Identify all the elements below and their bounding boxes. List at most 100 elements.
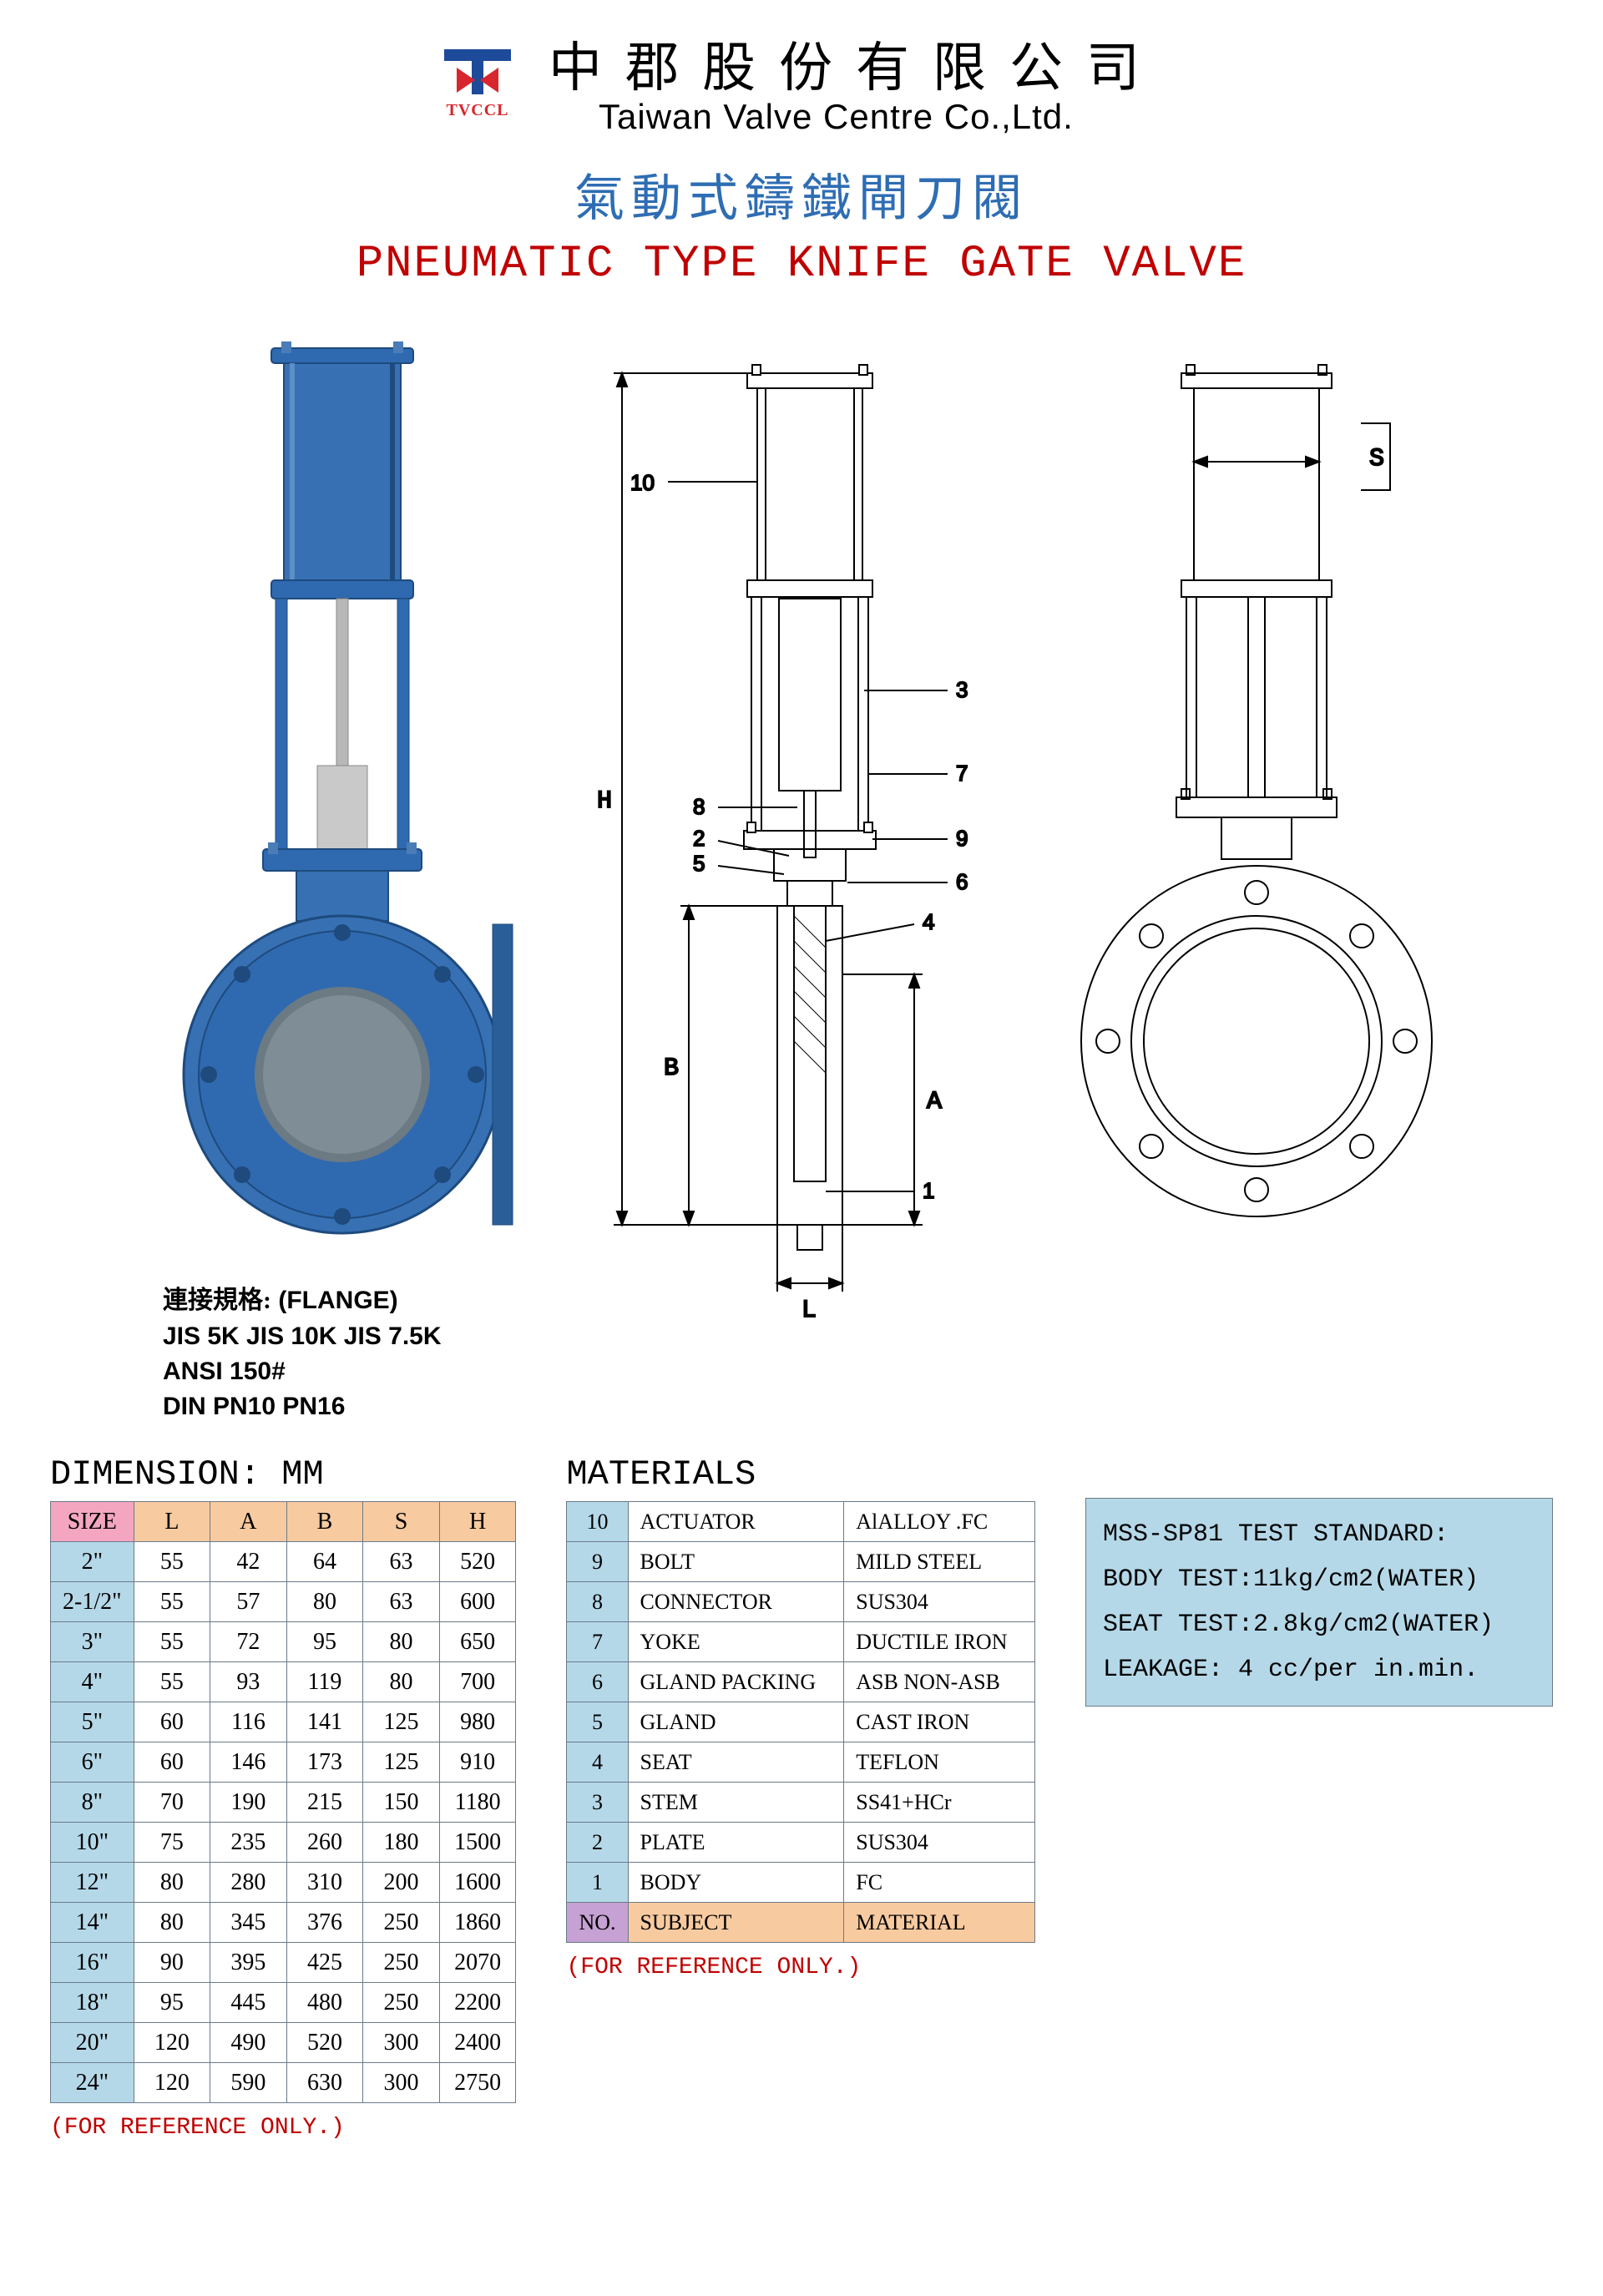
value-cell: 70 [134,1783,210,1823]
value-cell: 280 [210,1863,287,1903]
value-cell: 75 [134,1823,210,1863]
table-row: 12"802803102001600 [51,1863,516,1903]
callout-5: 5 [693,851,705,876]
table-row: 10ACTUATORAlALLOY .FC [567,1502,1035,1542]
value-cell: 150 [363,1783,440,1823]
value-cell: 42 [210,1542,287,1582]
value-cell: 250 [363,1983,440,2023]
value-cell: 95 [134,1983,210,2023]
value-cell: 1860 [439,1903,516,1943]
value-cell: 235 [210,1823,287,1863]
size-cell: 6" [51,1742,134,1783]
value-cell: 80 [363,1662,440,1702]
mat-subject: STEM [628,1783,844,1823]
value-cell: 1180 [439,1783,516,1823]
value-cell: 980 [439,1702,516,1742]
table-row: 8CONNECTORSUS304 [567,1582,1035,1622]
table-row: 20"1204905203002400 [51,2023,516,2063]
col-A: A [210,1502,287,1542]
value-cell: 80 [363,1622,440,1662]
value-cell: 141 [286,1702,363,1742]
table-row: 3STEMSS41+HCr [567,1783,1035,1823]
table-row: 4"559311980700 [51,1662,516,1702]
value-cell: 650 [439,1622,516,1662]
col-S: S [363,1502,440,1542]
value-cell: 63 [363,1542,440,1582]
dimension-title: DIMENSION: MM [50,1454,516,1494]
col-size: SIZE [51,1502,134,1542]
logo-text: TVCCL [446,101,508,120]
mat-material: MILD STEEL [844,1542,1035,1582]
value-cell: 910 [439,1742,516,1783]
standard-line2: BODY TEST:11kg/cm2(WATER) [1103,1557,1535,1602]
value-cell: 600 [439,1582,516,1622]
dimension-table-header-row: SIZE L A B S H [51,1502,516,1542]
callout-10: 10 [630,470,655,495]
value-cell: 215 [286,1783,363,1823]
value-cell: 2750 [439,2063,516,2103]
mat-subject: ACTUATOR [628,1502,844,1542]
value-cell: 146 [210,1742,287,1783]
value-cell: 180 [363,1823,440,1863]
size-cell: 3" [51,1622,134,1662]
page-header: TVCCL 中郡股份有限公司 Taiwan Valve Centre Co.,L… [0,0,1603,137]
value-cell: 190 [210,1783,287,1823]
value-cell: 125 [363,1702,440,1742]
size-cell: 4" [51,1662,134,1702]
value-cell: 80 [134,1863,210,1903]
size-cell: 10" [51,1823,134,1863]
mat-header-material: MATERIAL [844,1903,1035,1943]
mat-header-subject: SUBJECT [628,1903,844,1943]
mat-subject: PLATE [628,1823,844,1863]
value-cell: 2200 [439,1983,516,2023]
dim-S: S [1369,445,1384,473]
value-cell: 120 [134,2023,210,2063]
standard-line3: SEAT TEST:2.8kg/cm2(WATER) [1103,1602,1535,1647]
value-cell: 119 [286,1662,363,1702]
mat-no: 5 [567,1702,628,1742]
value-cell: 300 [363,2023,440,2063]
flange-spec-line2: JIS 5K JIS 10K JIS 7.5K [163,1322,522,1351]
mat-material: DUCTILE IRON [844,1622,1035,1662]
table-row: 5"60116141125980 [51,1702,516,1742]
mat-material: FC [844,1863,1035,1903]
mat-no: 10 [567,1502,628,1542]
bottom-tables: DIMENSION: MM SIZE L A B S H 2"554264635… [0,1454,1603,2141]
mat-subject: GLAND [628,1702,844,1742]
flange-spec-line3: ANSI 150# [163,1358,522,1386]
callout-9: 9 [956,826,968,851]
figures-row: 連接規格: (FLANGE) JIS 5K JIS 10K JIS 7.5K A… [0,340,1603,1421]
mat-material: SUS304 [844,1582,1035,1622]
mat-subject: YOKE [628,1622,844,1662]
value-cell: 310 [286,1863,363,1903]
table-row: 1BODYFC [567,1863,1035,1903]
table-row: 18"954454802502200 [51,1983,516,2023]
mat-material: AlALLOY .FC [844,1502,1035,1542]
callout-6: 6 [956,869,968,894]
mat-subject: CONNECTOR [628,1582,844,1622]
value-cell: 2400 [439,2023,516,2063]
table-row: 2PLATESUS304 [567,1823,1035,1863]
value-cell: 55 [134,1662,210,1702]
table-row: 8"701902151501180 [51,1783,516,1823]
value-cell: 480 [286,1983,363,2023]
mat-no: 7 [567,1622,628,1662]
render-svg [163,340,522,1258]
table-row: 2"55426463520 [51,1542,516,1582]
mat-subject: SEAT [628,1742,844,1783]
table-row: 3"55729580650 [51,1622,516,1662]
table-row: 24"1205906303002750 [51,2063,516,2103]
size-cell: 2-1/2" [51,1582,134,1622]
materials-ref-note: (FOR REFERENCE ONLY.) [566,1955,1035,1980]
table-row: 4SEATTEFLON [567,1742,1035,1783]
mat-material: CAST IRON [844,1702,1035,1742]
value-cell: 1500 [439,1823,516,1863]
dim-A: A [927,1088,942,1116]
value-cell: 630 [286,2063,363,2103]
table-row: 6"60146173125910 [51,1742,516,1783]
size-cell: 14" [51,1903,134,1943]
section-drawing-svg: H [580,340,1014,1342]
value-cell: 120 [134,2063,210,2103]
value-cell: 90 [134,1943,210,1983]
callout-7: 7 [956,761,968,786]
